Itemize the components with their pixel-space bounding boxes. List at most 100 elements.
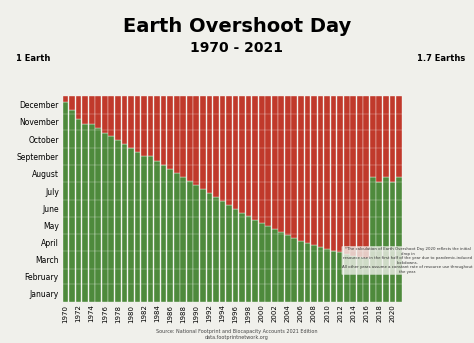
Bar [239, 213, 245, 302]
Bar [69, 110, 75, 302]
Text: *The calculation of Earth Overshoot Day 2020 reflects the initial drop in
resour: *The calculation of Earth Overshoot Day … [342, 247, 473, 274]
Bar [305, 243, 310, 302]
Bar [167, 169, 173, 302]
Bar [344, 254, 349, 302]
Bar [76, 96, 82, 119]
Bar [187, 181, 192, 302]
Bar [161, 96, 166, 165]
Bar [187, 96, 192, 181]
Bar [167, 96, 173, 169]
Bar [226, 205, 232, 302]
Bar [364, 96, 369, 258]
Bar [272, 96, 278, 229]
Bar [148, 156, 154, 302]
Bar [265, 226, 271, 302]
Bar [337, 252, 343, 302]
Bar [135, 152, 140, 302]
Bar [128, 149, 134, 302]
Bar [121, 144, 127, 302]
Bar [207, 96, 212, 193]
Bar [350, 96, 356, 256]
Text: 1.7 Earths: 1.7 Earths [417, 54, 465, 63]
Bar [246, 96, 252, 216]
Bar [200, 189, 206, 302]
Bar [344, 96, 349, 254]
Bar [109, 136, 114, 302]
Bar [95, 96, 101, 128]
Bar [370, 96, 376, 177]
Bar [252, 96, 258, 220]
Bar [292, 238, 297, 302]
Bar [63, 96, 68, 102]
Bar [383, 177, 389, 302]
Bar [95, 128, 101, 302]
Bar [128, 96, 134, 149]
Bar [219, 96, 225, 201]
Bar [213, 197, 219, 302]
Bar [69, 96, 75, 110]
Bar [265, 96, 271, 226]
Bar [174, 96, 180, 173]
Bar [148, 96, 154, 156]
Bar [259, 96, 264, 223]
Bar [219, 201, 225, 302]
Bar [239, 96, 245, 213]
Bar [324, 96, 330, 249]
Bar [246, 216, 252, 302]
Bar [292, 96, 297, 238]
Bar [396, 177, 402, 302]
Bar [376, 182, 382, 302]
Bar [370, 177, 376, 302]
Bar [141, 156, 147, 302]
Text: Source: National Footprint and Biocapacity Accounts 2021 Edition
data.footprintn: Source: National Footprint and Biocapaci… [156, 329, 318, 340]
Bar [89, 124, 95, 302]
Bar [63, 102, 68, 302]
Bar [337, 96, 343, 252]
Text: 1 Earth: 1 Earth [16, 54, 50, 63]
Bar [180, 96, 186, 177]
Bar [233, 96, 238, 209]
Bar [331, 96, 337, 250]
Bar [285, 96, 291, 235]
Text: 1970 - 2021: 1970 - 2021 [191, 41, 283, 55]
Bar [331, 250, 337, 302]
Bar [115, 96, 121, 140]
Bar [285, 235, 291, 302]
Bar [233, 209, 238, 302]
Bar [180, 177, 186, 302]
Bar [252, 220, 258, 302]
Bar [193, 96, 199, 185]
Bar [376, 96, 382, 182]
Bar [109, 96, 114, 136]
Bar [174, 173, 180, 302]
Bar [102, 133, 108, 302]
Bar [207, 193, 212, 302]
Bar [121, 96, 127, 144]
Bar [298, 241, 304, 302]
Bar [305, 96, 310, 243]
Bar [154, 96, 160, 161]
Bar [357, 96, 363, 257]
Bar [390, 96, 395, 182]
Bar [324, 249, 330, 302]
Bar [298, 96, 304, 241]
Bar [161, 165, 166, 302]
Bar [213, 96, 219, 197]
Bar [272, 229, 278, 302]
Bar [115, 140, 121, 302]
Bar [357, 257, 363, 302]
Bar [311, 96, 317, 246]
Bar [89, 96, 95, 124]
Bar [278, 233, 284, 302]
Bar [364, 258, 369, 302]
Bar [383, 96, 389, 177]
Bar [82, 124, 88, 302]
Bar [102, 96, 108, 133]
Bar [350, 256, 356, 302]
Bar [390, 182, 395, 302]
Bar [141, 96, 147, 156]
Bar [82, 96, 88, 124]
Bar [396, 96, 402, 177]
Bar [76, 119, 82, 302]
Bar [200, 96, 206, 189]
